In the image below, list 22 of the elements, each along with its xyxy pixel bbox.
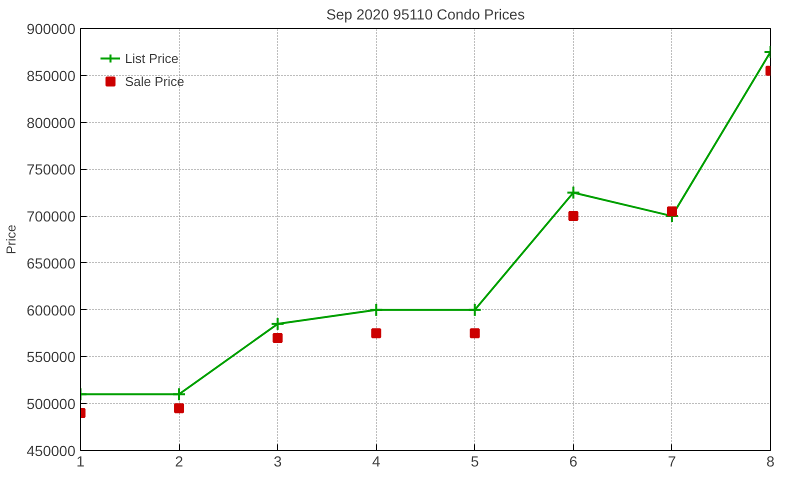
y-tick-label: 700000 [26,210,76,226]
y-tick-label: 900000 [26,22,76,38]
x-tick-label: 7 [668,454,676,470]
legend-label: Sale Price [125,74,184,88]
x-tick-label: 1 [76,454,85,470]
y-tick-label: 750000 [26,162,76,179]
x-tick-label: 3 [274,454,282,470]
x-tick-label: 8 [766,454,775,470]
y-tick-label: 650000 [26,256,76,272]
y-tick-label: 500000 [26,397,76,414]
y-tick-label: 600000 [26,303,76,320]
legend-label: List Price [125,50,178,66]
y-tick-label: 550000 [26,350,76,366]
x-tick-label: 6 [569,454,578,470]
y-tick-label: 800000 [26,116,76,132]
y-tick-label: 450000 [26,444,76,460]
y-tick-label: 850000 [26,68,76,85]
x-tick-label: 4 [372,454,380,470]
y-axis-title: Price [4,224,19,254]
chart-title: Sep 2020 95110 Condo Prices [326,8,525,24]
x-tick-label: 2 [174,454,184,470]
x-tick-label: 5 [470,454,479,470]
